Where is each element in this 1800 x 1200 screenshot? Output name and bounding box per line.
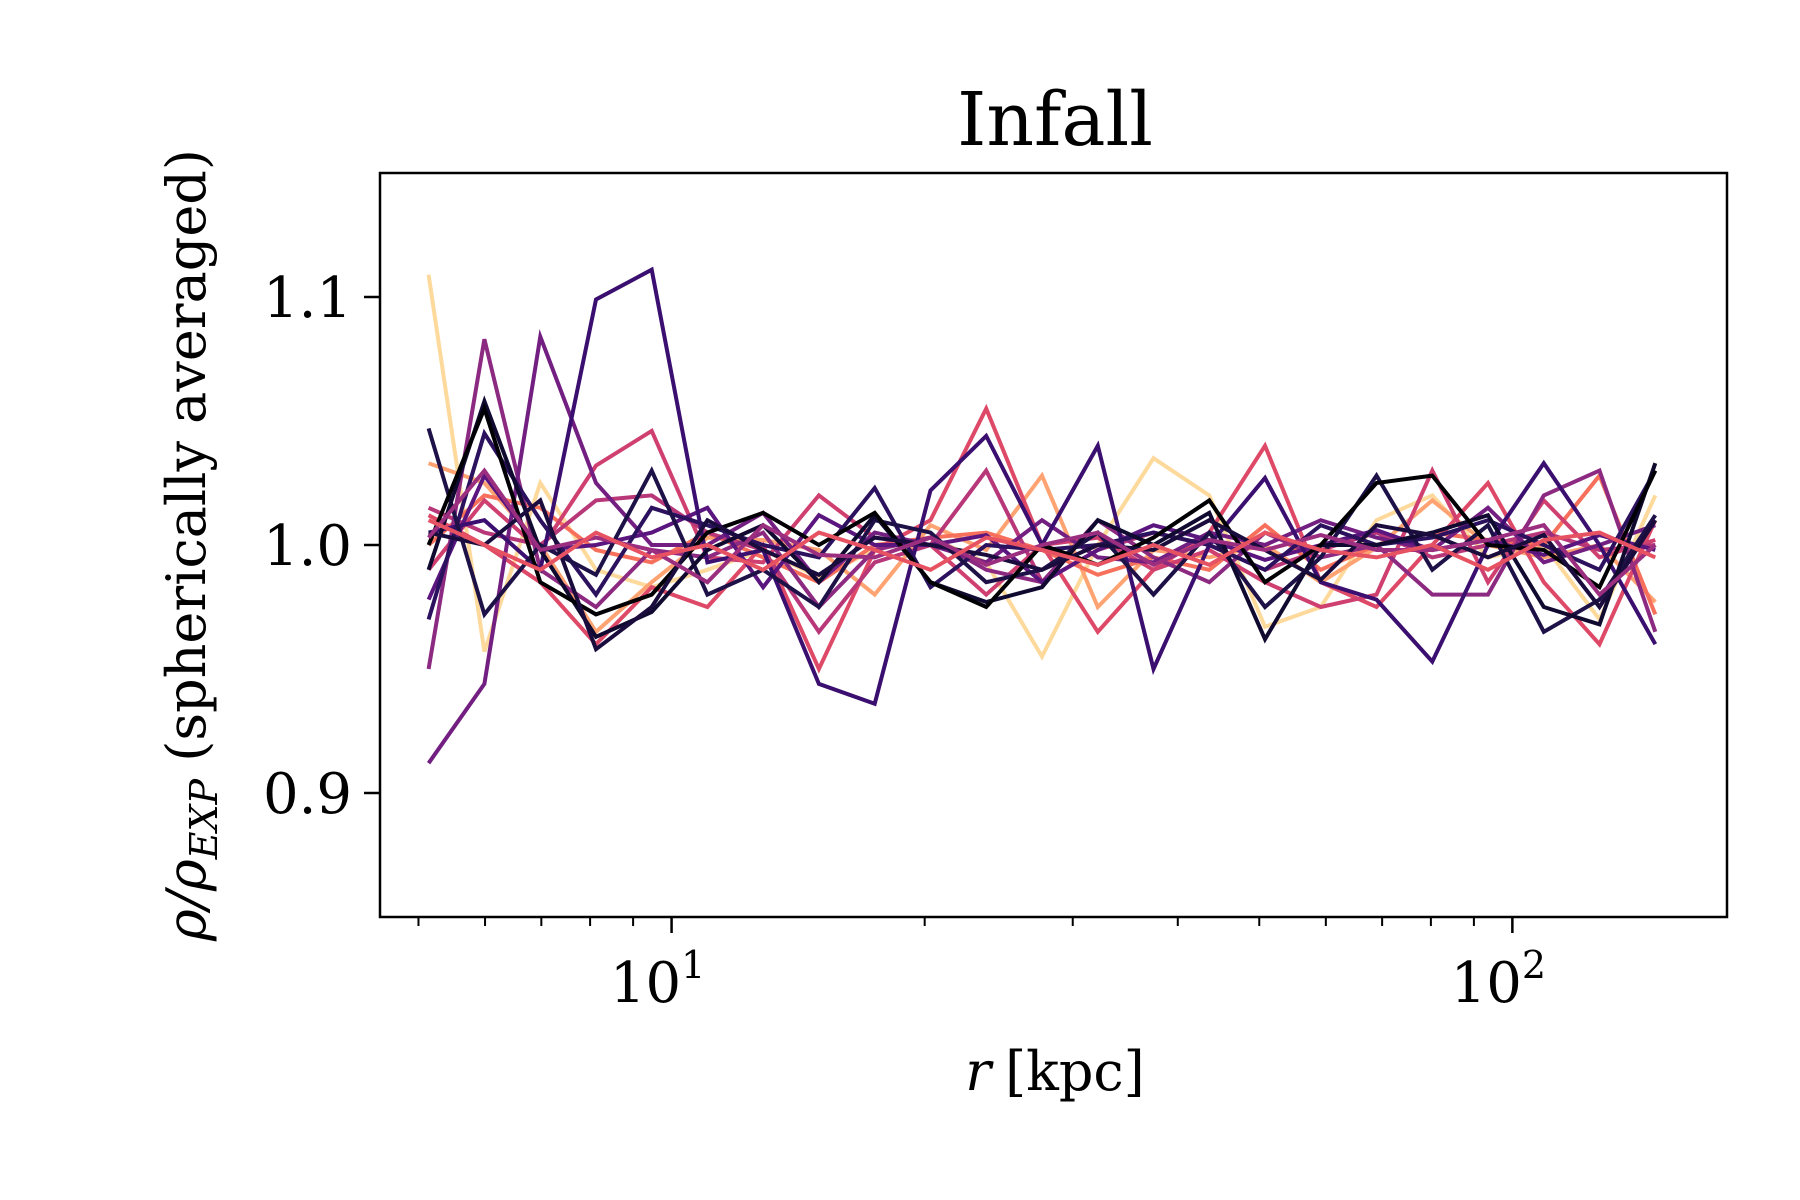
series-layer [426, 266, 1658, 765]
series-line-2 [427, 461, 1657, 635]
series-line-17 [427, 518, 1657, 573]
y-axis-label-rho: ρ [155, 909, 218, 942]
x-axis-label-unit: [kpc] [1005, 1040, 1145, 1103]
y-tick-label: 0.9 [263, 762, 352, 827]
y-axis-label-subscript: EXP [182, 777, 226, 860]
x-tick-label: 102 [1451, 943, 1546, 1016]
x-tick-label: 101 [610, 943, 705, 1016]
x-axis-label: r [kpc] [965, 1040, 1145, 1103]
series-line-8 [426, 329, 1656, 765]
series-line-15 [428, 497, 1657, 653]
series-line-16 [427, 467, 1657, 598]
chart-title: Infall [957, 77, 1153, 163]
y-axis: 0.9 1.0 1.1 [263, 266, 380, 827]
y-tick-label: 1.1 [263, 266, 352, 331]
x-axis-label-variable: r [965, 1040, 994, 1103]
series-line-1 [426, 274, 1658, 661]
x-axis: 101 102 [417, 917, 1546, 1016]
y-axis-label-rest: (spherically averaged) [155, 149, 218, 779]
y-tick-label: 1.0 [263, 514, 352, 579]
y-axis-label: ρ/ρEXP (spherically averaged) [155, 149, 226, 942]
